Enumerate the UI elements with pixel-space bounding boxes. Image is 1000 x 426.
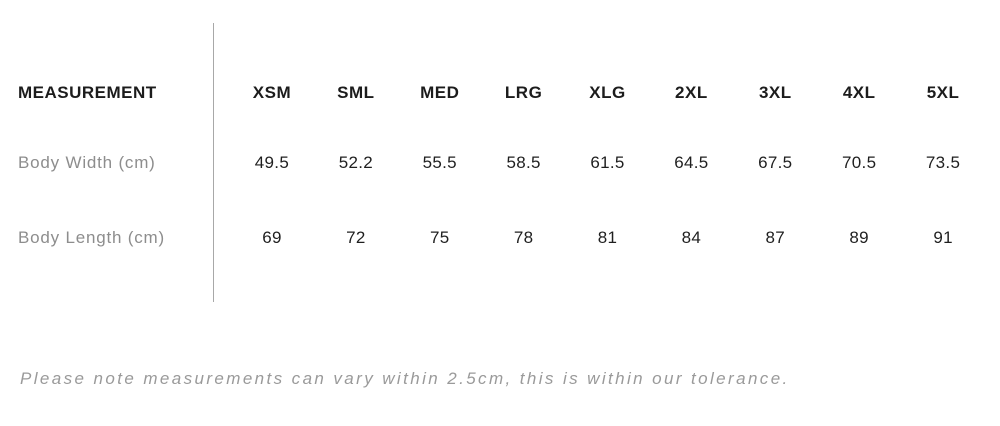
size-header-xsm: XSM: [252, 83, 292, 102]
body-length-sml: 72: [346, 228, 366, 247]
body-width-xsm: 49.5: [254, 153, 290, 172]
body-width-med: 55.5: [422, 153, 457, 172]
row-label-body-width: Body Width (cm): [18, 153, 156, 172]
vertical-divider: [213, 23, 214, 302]
tolerance-note: Please note measurements can vary within…: [20, 369, 790, 388]
table-row-body-length: Body Length (cm) 69 72 75 78 81 84 87 89…: [0, 228, 1000, 248]
size-header-5xl: 5XL: [926, 83, 960, 102]
body-length-values: 69 72 75 78 81 84 87 89 91: [230, 228, 985, 248]
size-header-lrg: LRG: [504, 83, 543, 102]
body-width-lrg: 58.5: [506, 153, 541, 172]
body-length-xlg: 81: [597, 228, 618, 247]
body-width-sml: 52.2: [338, 153, 373, 172]
measurement-column-header: MEASUREMENT: [18, 83, 157, 102]
body-width-5xl: 73.5: [925, 153, 961, 172]
size-header-xlg: XLG: [589, 83, 626, 102]
body-width-2xl: 64.5: [674, 153, 709, 172]
body-width-values: 49.5 52.2 55.5 58.5 61.5 64.5 67.5 70.5 …: [230, 153, 985, 173]
row-label-body-length: Body Length (cm): [18, 228, 165, 247]
size-header-med: MED: [420, 83, 460, 102]
table-header-row: MEASUREMENT XSM SML MED LRG XLG 2XL 3XL …: [0, 83, 1000, 103]
body-length-4xl: 89: [849, 228, 869, 247]
body-length-2xl: 84: [681, 228, 702, 247]
size-header-4xl: 4XL: [842, 83, 876, 102]
body-width-3xl: 67.5: [758, 153, 793, 172]
body-length-3xl: 87: [765, 228, 786, 247]
body-length-5xl: 91: [933, 228, 953, 247]
table-row-body-width: Body Width (cm) 49.5 52.2 55.5 58.5 61.5…: [0, 153, 1000, 173]
body-length-med: 75: [429, 228, 450, 247]
size-headers: XSM SML MED LRG XLG 2XL 3XL 4XL 5XL: [230, 83, 985, 103]
body-length-lrg: 78: [513, 228, 534, 247]
size-header-2xl: 2XL: [675, 83, 708, 102]
body-length-xsm: 69: [262, 228, 282, 247]
body-width-4xl: 70.5: [842, 153, 877, 172]
size-header-3xl: 3XL: [758, 83, 792, 102]
size-header-sml: SML: [337, 83, 375, 102]
body-width-xlg: 61.5: [590, 153, 625, 172]
